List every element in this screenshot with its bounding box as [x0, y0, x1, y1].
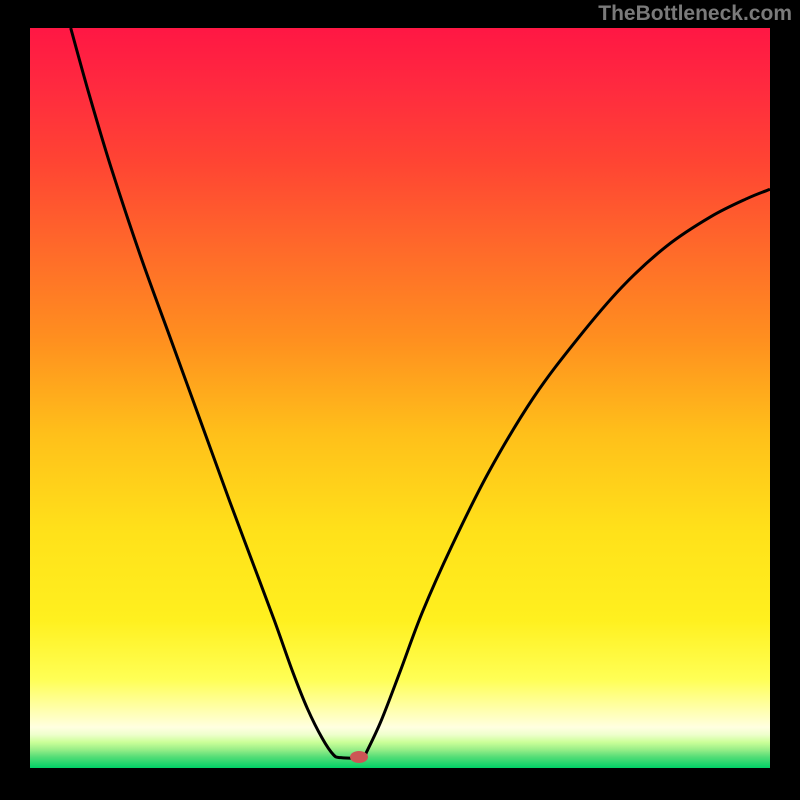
chart-container: TheBottleneck.com: [0, 0, 800, 800]
curve-path: [71, 28, 770, 758]
watermark-text: TheBottleneck.com: [598, 2, 792, 26]
plot-area: [30, 28, 770, 768]
optimal-marker: [350, 751, 368, 763]
bottleneck-curve: [30, 28, 770, 768]
